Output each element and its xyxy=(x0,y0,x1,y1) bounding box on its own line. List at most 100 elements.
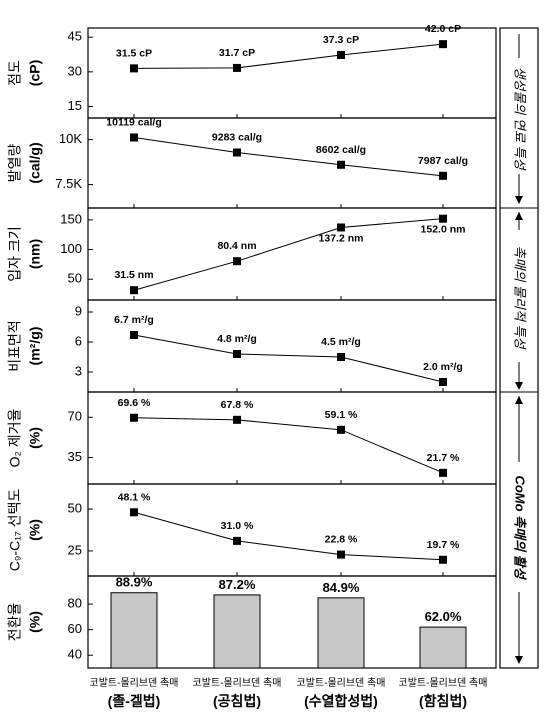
data-point xyxy=(439,555,447,564)
data-point xyxy=(439,468,447,477)
data-label: 31.7 cP xyxy=(219,47,255,59)
y-axis-unit: (m²/g) xyxy=(27,327,43,366)
data-label: 137.2 nm xyxy=(319,232,364,244)
side-label-activity: CoMo 촉매의 활성 xyxy=(513,475,528,580)
data-label: 31.5 cP xyxy=(116,47,152,59)
bar xyxy=(317,597,365,669)
y-axis-unit: (%) xyxy=(27,611,43,633)
data-label: 42.0 cP xyxy=(425,23,461,35)
x-category-label: 코발트-몰리브덴 촉매 xyxy=(399,677,488,689)
data-point xyxy=(439,378,447,386)
y-tick-label: 80 xyxy=(68,596,82,611)
panels: 15 30 45 점도 (cP) 31.5 cP 31.7 cP 37.3 cP 42.0 cP… xyxy=(7,23,497,669)
data-point xyxy=(337,51,345,59)
y-tick-label: 45 xyxy=(68,29,82,44)
data-point xyxy=(337,223,345,232)
data-label: 31.5 nm xyxy=(114,269,153,281)
data-point xyxy=(439,40,447,49)
data-point xyxy=(337,425,345,434)
panel-4: 3 6 9 비표면적 (m²/g) 6.7 m²/g 4.8 m²/g 4.5 m²/g 2.0… xyxy=(7,299,497,393)
data-point xyxy=(130,413,138,422)
data-point xyxy=(233,350,241,358)
data-point xyxy=(130,64,138,73)
series-line xyxy=(133,511,444,561)
y-axis-unit: (nm) xyxy=(27,239,43,269)
y-axis-unit: (%) xyxy=(27,519,43,541)
series-line xyxy=(133,417,444,474)
y-tick-label: 15 xyxy=(68,98,82,113)
y-tick-label: 70 xyxy=(68,409,82,424)
arrow-down-icon xyxy=(515,656,523,664)
side-label-frame xyxy=(499,27,539,669)
y-axis-label: 비표면적 xyxy=(7,320,23,372)
data-label: 4.5 m²/g xyxy=(321,336,361,348)
series-line xyxy=(133,218,444,291)
data-label: 59.1 % xyxy=(325,409,358,421)
y-tick-label: 50 xyxy=(68,271,82,286)
data-point xyxy=(337,550,345,559)
y-tick-label: 3 xyxy=(75,363,82,378)
x-category-label: 코발트-몰리브덴 촉매 xyxy=(297,677,386,689)
data-label: 2.0 m²/g xyxy=(423,361,463,373)
bar xyxy=(110,592,158,669)
data-label: 7987 cal/g xyxy=(418,155,468,167)
data-label: 9283 cal/g xyxy=(212,132,262,144)
data-point xyxy=(233,63,241,72)
y-tick-label: 35 xyxy=(68,449,82,464)
panel-frame xyxy=(87,575,497,669)
data-label: 37.3 cP xyxy=(323,34,359,46)
y-axis-unit: (%) xyxy=(27,427,43,449)
y-tick-label: 30 xyxy=(68,63,82,78)
data-point xyxy=(233,148,241,157)
data-point xyxy=(233,415,241,424)
x-category-label: 코발트-몰리브덴 촉매 xyxy=(193,677,282,689)
series-line xyxy=(133,136,444,177)
bar-value-label: 87.2% xyxy=(219,577,256,592)
bar xyxy=(213,594,261,669)
arrow-up-icon xyxy=(515,396,523,404)
y-tick-label: 40 xyxy=(68,647,82,662)
arrow-up-icon xyxy=(515,212,523,220)
y-axis-label: 점도 xyxy=(7,60,23,86)
side-annotations: 생성물의 연료 특성 촉매의 물리적 특성 CoMo 촉매의 활성 xyxy=(499,27,539,669)
y-tick-label: 9 xyxy=(75,303,82,318)
arrow-down-icon xyxy=(515,196,523,204)
y-tick-label: 150 xyxy=(60,211,82,226)
data-label: 6.7 m²/g xyxy=(114,314,154,326)
bar-value-label: 62.0% xyxy=(425,609,462,624)
data-point xyxy=(337,160,345,169)
series-line xyxy=(133,334,444,383)
panel-frame xyxy=(87,27,497,119)
side-label-physical: 촉매의 물리적 특성 xyxy=(513,246,528,351)
y-tick-label: 6 xyxy=(75,333,82,348)
data-label: 8602 cal/g xyxy=(316,144,366,156)
y-axis-label: 발열량 xyxy=(7,144,23,183)
data-label: 69.6 % xyxy=(118,397,151,409)
bar xyxy=(419,626,467,669)
panel-3: 50 100 150 입자 크기 (nm) 31.5 nm 80.4 nm 137.2 nm 1… xyxy=(7,207,497,301)
data-label: 80.4 nm xyxy=(217,240,256,252)
data-label: 21.7 % xyxy=(427,452,460,464)
x-axis-labels: 코발트-몰리브덴 촉매 (졸-겔법) 코발트-몰리브덴 촉매 (공침법) 코발트-몰리브… xyxy=(90,677,488,709)
panel-7: 40 60 80 전환율 (%) 88.9% 87.2% 84.9% 62.0% xyxy=(7,575,497,669)
y-axis-label: 전환율 xyxy=(7,603,23,642)
y-tick-label: 7.5K xyxy=(55,176,82,191)
y-axis-label: O₂ 제거율 xyxy=(7,408,23,467)
data-point xyxy=(439,171,447,180)
data-label: 10119 cal/g xyxy=(106,116,161,128)
data-label: 67.8 % xyxy=(221,399,254,411)
x-category-method: (함침법) xyxy=(419,693,467,709)
data-label: 152.0 nm xyxy=(421,224,466,236)
y-axis-unit: (cal/g) xyxy=(27,142,43,183)
data-point xyxy=(233,257,241,266)
data-point xyxy=(130,508,138,517)
series-line xyxy=(133,43,444,69)
bar-value-label: 88.9% xyxy=(116,575,153,590)
data-label: 4.8 m²/g xyxy=(217,333,257,345)
data-point xyxy=(130,133,138,142)
side-label-fuel: 생성물의 연료 특성 xyxy=(513,67,528,172)
data-point xyxy=(130,286,138,295)
panel-2: 7.5K 10K 발열량 (cal/g) 10119 cal/g 9283 cal/g 86… xyxy=(7,116,497,209)
data-label: 48.1 % xyxy=(118,491,151,503)
